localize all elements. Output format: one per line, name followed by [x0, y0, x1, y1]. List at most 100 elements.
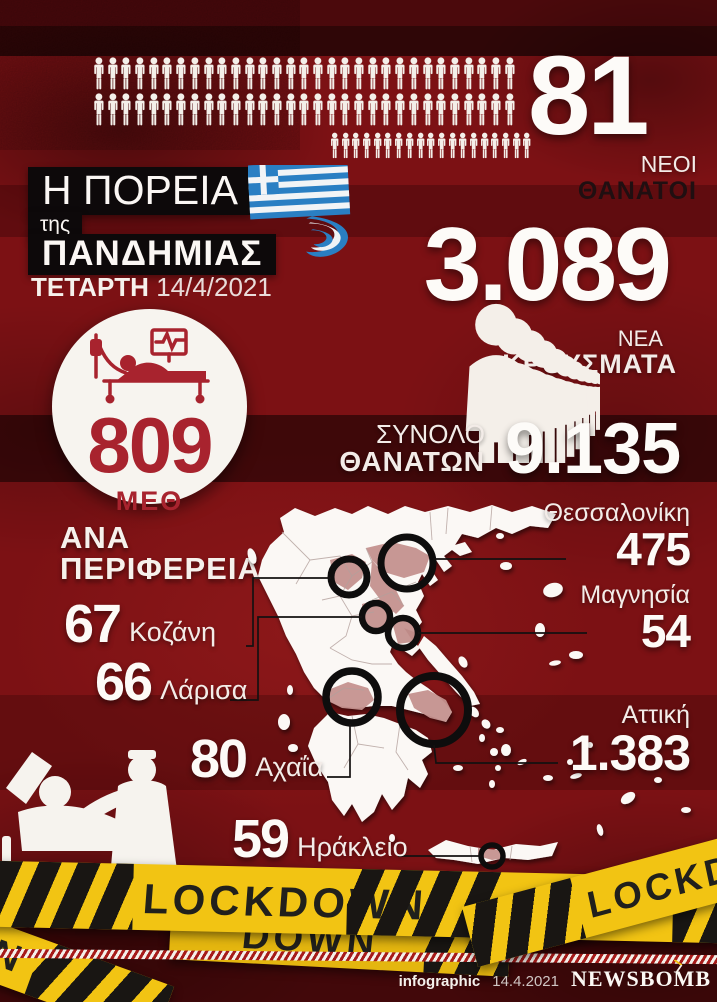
hazard-stripes [23, 935, 175, 1002]
region-stat-thessaloniki: Θεσσαλονίκη 475 [543, 499, 691, 576]
person-icon [353, 55, 365, 92]
person-icon [203, 55, 215, 92]
person-icon [394, 91, 406, 128]
newsbomb-logo: NEWSBOMB [570, 959, 711, 992]
title-date: 14/4/2021 [156, 272, 272, 302]
person-icon [476, 91, 488, 128]
deaths-pictogram-row [93, 55, 515, 92]
person-icon [367, 55, 379, 92]
region-name: Ηράκλειο [297, 831, 408, 862]
person-icon [339, 91, 351, 128]
person-icon [312, 91, 324, 128]
person-icon [285, 91, 297, 128]
person-icon [230, 55, 242, 92]
person-icon [449, 91, 461, 128]
person-icon [380, 91, 392, 128]
new-deaths-value: 81 [528, 33, 650, 158]
person-icon [257, 55, 269, 92]
person-icon [405, 129, 414, 162]
person-icon [326, 91, 338, 128]
person-icon [437, 129, 446, 162]
person-icon [161, 91, 173, 128]
region-stat-magnisia: Μαγνησία 54 [580, 581, 691, 658]
person-icon [394, 129, 403, 162]
region-name: Αχαΐα [255, 751, 324, 782]
regions-heading-1: ΑΝΑ [60, 520, 131, 555]
region-name: Αττική [621, 701, 690, 729]
person-icon [490, 129, 499, 162]
greek-flag [248, 165, 351, 257]
person-icon [512, 129, 521, 162]
bg-band [0, 0, 717, 26]
person-icon [351, 129, 360, 162]
new-deaths-label-2: ΘΑΝΑΤΟΙ [577, 177, 697, 205]
person-icon [476, 55, 488, 92]
region-name: Κοζάνη [129, 616, 216, 647]
hazard-stripes [0, 860, 134, 934]
person-icon [134, 91, 146, 128]
new-cases-value: 3.089 [423, 207, 672, 323]
person-icon [298, 91, 310, 128]
region-name: Θεσσαλονίκη [543, 499, 690, 527]
person-icon [448, 129, 457, 162]
person-icon [463, 55, 475, 92]
person-icon [362, 129, 371, 162]
person-icon [312, 55, 324, 92]
region-name: Μαγνησία [580, 581, 690, 609]
new-deaths-label-1: ΝΕΟΙ [640, 151, 697, 177]
person-icon [107, 91, 119, 128]
title-line-2: της [28, 212, 83, 238]
footer-credit: infographic [398, 973, 481, 990]
person-icon [285, 55, 297, 92]
region-stat-larisa: 66 Λάρισα [95, 652, 248, 712]
person-icon [120, 55, 132, 92]
region-value: 80 [190, 729, 248, 789]
person-icon [367, 91, 379, 128]
icu-badge: 809 ΜΕΘ [52, 309, 247, 516]
person-icon [501, 129, 510, 162]
icu-bed-icon [89, 328, 210, 404]
region-value: 1.383 [569, 725, 691, 782]
region-stat-attiki: Αττική 1.383 [569, 701, 691, 782]
region-value: 475 [616, 523, 691, 576]
person-icon [189, 55, 201, 92]
person-icon [161, 55, 173, 92]
person-icon [504, 55, 516, 92]
deaths-pictogram-row [330, 129, 532, 162]
person-icon [416, 129, 425, 162]
region-stat-kozani: 67 Κοζάνη [64, 594, 216, 654]
title-day: ΤΕΤΑΡΤΗ [31, 272, 149, 302]
person-icon [490, 91, 502, 128]
person-icon [175, 55, 187, 92]
person-icon [271, 91, 283, 128]
person-icon [449, 55, 461, 92]
person-icon [271, 55, 283, 92]
person-icon [134, 55, 146, 92]
total-deaths-label-2: ΘΑΝΑΤΩΝ [339, 446, 485, 477]
region-name: Λάρισα [160, 674, 248, 705]
person-icon [380, 55, 392, 92]
person-icon [339, 55, 351, 92]
person-icon [230, 91, 242, 128]
person-icon [341, 129, 350, 162]
region-value: 54 [640, 605, 691, 658]
icu-label: ΜΕΘ [115, 486, 184, 516]
region-value: 67 [64, 594, 122, 654]
person-icon [480, 129, 489, 162]
connector-lines [230, 558, 587, 857]
person-icon [394, 55, 406, 92]
person-icon [148, 55, 160, 92]
region-value: 66 [95, 652, 153, 712]
brand-text: NEWSBOMB [570, 966, 711, 991]
person-icon [458, 129, 467, 162]
person-icon [189, 91, 201, 128]
person-icon [353, 91, 365, 128]
footer: infographic 14.4.2021 NEWSBOMB [398, 959, 711, 992]
region-stat-irakleio: 59 Ηράκλειο [232, 812, 408, 866]
person-icon [298, 55, 310, 92]
person-icon [490, 55, 502, 92]
person-icon [326, 55, 338, 92]
person-icon [107, 55, 119, 92]
person-icon [244, 55, 256, 92]
